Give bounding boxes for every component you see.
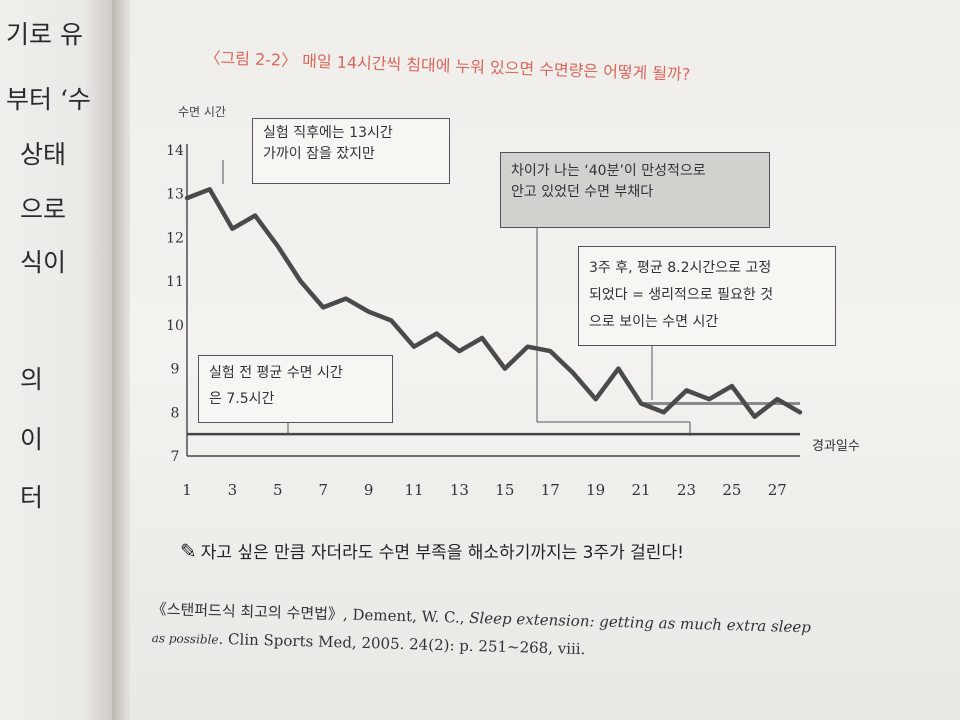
annotation-after-line-3: 으로 보이는 수면 시간	[589, 314, 719, 330]
data-point-day-7	[321, 305, 326, 310]
left-text-5: 식이	[20, 248, 67, 277]
data-point-day-19	[593, 397, 598, 401]
y-axis-label: 수면 시간	[178, 105, 226, 119]
x-tick-7: 7	[318, 481, 328, 499]
annotation-leader-lines	[222, 160, 691, 436]
data-point-day-9	[366, 309, 371, 314]
figure-caption: ✎ 자고 싶은 만큼 자더라도 수면 부족을 해소하기까지는 3주가 걸린다!	[180, 538, 684, 563]
annotation-baseline-line-2: 은 7.5시간	[209, 391, 275, 407]
data-points	[185, 187, 802, 419]
left-text-2: 부터 ‘수	[6, 85, 91, 114]
y-tick-12: 12	[166, 230, 184, 246]
pen-icon: ✎	[180, 539, 197, 563]
caption-text: 자고 싶은 만큼 자더라도 수면 부족을 해소하기까지는 3주가 걸린다!	[200, 543, 684, 563]
data-point-day-3	[230, 226, 235, 231]
annotation-gap-line-1: 차이가 나는 ‘40분’이 만성적으로	[511, 163, 706, 179]
data-point-day-4	[253, 213, 257, 218]
left-text-8: 터	[20, 483, 44, 512]
y-tick-11: 11	[166, 274, 184, 290]
data-point-day-20	[616, 366, 621, 371]
x-tick-3: 3	[228, 481, 238, 499]
sleep-duration-line	[184, 187, 803, 419]
annotation-after-line-2: 되었다 = 생리적으로 필요한 것	[589, 287, 774, 303]
data-point-day-5	[276, 244, 280, 248]
data-point-day-16	[525, 344, 530, 349]
data-point-day-8	[344, 296, 348, 301]
y-tick-9: 9	[171, 362, 180, 378]
annotation-baseline: 실험 전 평균 수면 시간 은 7.5시간	[198, 355, 393, 423]
data-point-day-24	[707, 397, 711, 401]
data-point-day-26	[752, 414, 757, 419]
annotation-baseline-line-1: 실험 전 평균 수면 시간	[209, 365, 343, 381]
annotation-gap-line-2: 안고 있었던 수면 부채다	[511, 184, 654, 200]
x-tick-labels: 1 3 5 7 9 11 13 15 17 19 21 23 25 27	[182, 481, 787, 499]
data-point-day-28	[798, 410, 802, 415]
data-point-day-1	[185, 196, 189, 200]
data-point-day-2	[207, 187, 212, 192]
annotation-first-line-2: 가까이 잠을 잤지만	[263, 146, 375, 162]
data-point-day-17	[548, 349, 553, 353]
left-text-1: 기로 유	[6, 20, 83, 49]
x-tick-5: 5	[273, 481, 283, 499]
x-tick-15: 15	[495, 481, 514, 499]
y-tick-13: 13	[166, 187, 184, 203]
data-point-day-27	[775, 397, 780, 401]
y-tick-labels: 7 8 9 10 11 12 13 14	[166, 143, 184, 465]
y-tick-14: 14	[166, 143, 184, 159]
left-text-7: 이	[20, 425, 44, 454]
y-tick-7: 7	[171, 449, 180, 465]
data-point-day-21	[639, 401, 643, 406]
left-text-3: 상태	[20, 140, 67, 169]
annotation-after-line-1: 3주 후, 평균 8.2시간으로 고정	[589, 260, 772, 276]
annotation-sleep-debt: 차이가 나는 ‘40분’이 만성적으로 안고 있었던 수면 부채다	[500, 152, 770, 228]
reference-article-cont: as possible	[151, 630, 219, 647]
data-point-day-23	[684, 388, 689, 393]
annotation-first-line-1: 실험 직후에는 13시간	[263, 125, 393, 141]
x-tick-1: 1	[182, 481, 192, 499]
x-tick-17: 17	[541, 481, 560, 499]
x-tick-25: 25	[722, 481, 741, 499]
left-text-4: 으로	[20, 195, 67, 224]
y-tick-8: 8	[171, 405, 180, 421]
data-point-day-13	[457, 349, 462, 353]
book-gutter	[112, 0, 134, 720]
x-tick-13: 13	[450, 481, 469, 499]
x-tick-27: 27	[768, 481, 787, 499]
left-page: 기로 유 부터 ‘수 상태 으로 식이 의 이 터	[0, 0, 118, 720]
data-point-day-14	[480, 336, 484, 340]
left-text-6: 의	[20, 365, 44, 394]
annotation-first-days: 실험 직후에는 13시간 가까이 잠을 잤지만	[252, 118, 450, 184]
x-axis-label: 경과일수	[812, 439, 860, 454]
x-tick-11: 11	[404, 481, 423, 499]
x-tick-21: 21	[632, 481, 651, 499]
data-point-day-22	[661, 410, 666, 415]
reference-authors: Dement, W. C.,	[347, 605, 470, 627]
data-point-day-11	[412, 344, 416, 349]
x-tick-23: 23	[677, 481, 696, 499]
data-point-day-6	[298, 279, 303, 283]
x-tick-19: 19	[586, 481, 605, 499]
annotation-after-3-weeks: 3주 후, 평균 8.2시간으로 고정 되었다 = 생리적으로 필요한 것 으로…	[578, 246, 836, 346]
data-point-day-18	[571, 371, 575, 375]
data-point-day-10	[389, 318, 394, 323]
y-tick-10: 10	[166, 318, 184, 334]
data-point-day-15	[503, 366, 507, 371]
data-point-day-12	[434, 331, 439, 336]
x-tick-9: 9	[364, 481, 374, 499]
data-point-day-25	[730, 384, 734, 388]
